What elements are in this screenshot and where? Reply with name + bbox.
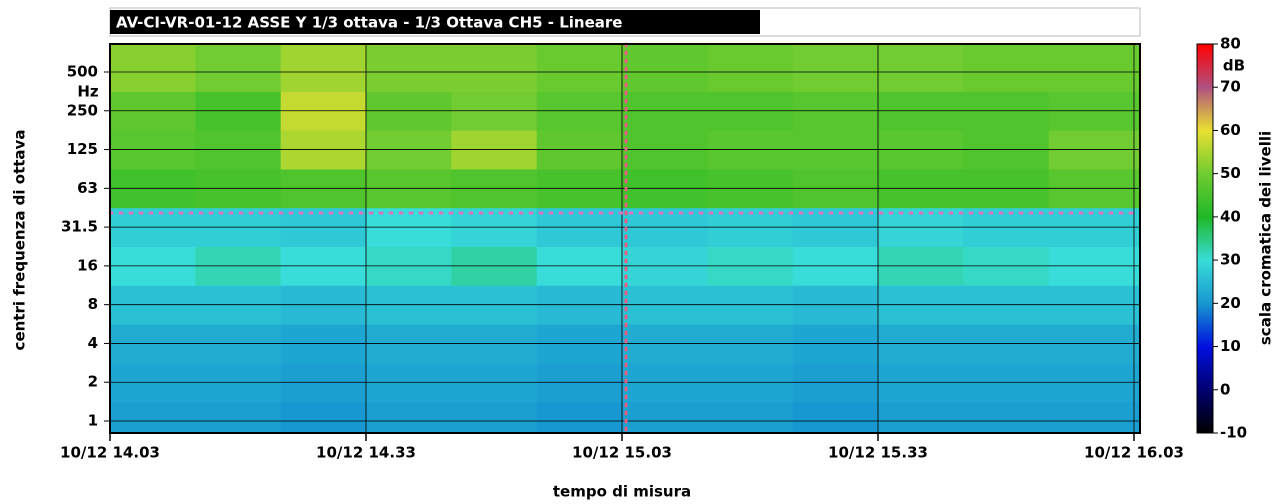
title-background bbox=[110, 10, 760, 34]
heatmap-cell bbox=[536, 401, 623, 434]
x-tick-label: 10/12 14.33 bbox=[316, 444, 416, 462]
heatmap-cell bbox=[536, 44, 623, 92]
colorbar-tick-label: -10 bbox=[1220, 424, 1247, 442]
y-tick-label: 8 bbox=[88, 295, 98, 313]
colorbar-tick-label: 40 bbox=[1220, 207, 1241, 225]
y-tick-label: 2 bbox=[88, 373, 98, 391]
colorbar-unit: dB bbox=[1223, 57, 1245, 75]
heatmap-cell bbox=[451, 401, 538, 434]
colorbar-tick-label: 70 bbox=[1220, 78, 1241, 96]
chart-title: AV-CI-VR-01-12 ASSE Y 1/3 ottava - 1/3 O… bbox=[116, 14, 622, 32]
heatmap-cell bbox=[110, 44, 196, 92]
colorbar bbox=[1196, 43, 1214, 434]
heatmap-cell bbox=[792, 401, 879, 434]
colorbar-tick-label: 60 bbox=[1220, 121, 1241, 139]
colorbar-tick-label: 20 bbox=[1220, 294, 1241, 312]
heatmap-cell bbox=[622, 401, 708, 434]
heatmap-cell bbox=[110, 401, 196, 434]
heatmap-cell bbox=[707, 44, 794, 92]
heatmap-cell bbox=[963, 44, 1050, 92]
heatmap-cell bbox=[280, 401, 367, 434]
colorbar-tick-label: 0 bbox=[1220, 380, 1230, 398]
colorbar-tick-label: 50 bbox=[1220, 164, 1241, 182]
y-axis-label: centri frequenza di ottava bbox=[11, 130, 29, 351]
y-tick-label: 31.5 bbox=[61, 218, 98, 236]
heatmap-cell bbox=[1048, 401, 1141, 434]
heatmap-cell bbox=[878, 401, 964, 434]
y-tick-label: 4 bbox=[88, 334, 98, 352]
x-axis-label: tempo di misura bbox=[553, 483, 691, 501]
heatmap-cell bbox=[366, 401, 452, 434]
y-tick-label: 1 bbox=[88, 412, 98, 430]
y-tick-label: 63 bbox=[77, 179, 98, 197]
colorbar-tick-label: 80 bbox=[1220, 35, 1241, 53]
y-tick-label: 16 bbox=[77, 256, 98, 274]
heatmap-cell bbox=[963, 401, 1050, 434]
x-tick-label: 10/12 14.03 bbox=[60, 444, 160, 462]
heatmap-cell bbox=[792, 44, 879, 92]
y-tick-label: 125 bbox=[67, 140, 98, 158]
heatmap-cell bbox=[451, 44, 538, 92]
y-unit: Hz bbox=[77, 83, 99, 101]
heatmap-cell bbox=[366, 44, 452, 92]
plot-frame bbox=[109, 43, 1141, 434]
y-tick-label: 250 bbox=[67, 101, 98, 119]
colorbar-tick-label: 30 bbox=[1220, 251, 1241, 269]
x-tick-label: 10/12 16.03 bbox=[1084, 444, 1184, 462]
heatmap-cell bbox=[1048, 44, 1141, 92]
colorbar-tick-label: 10 bbox=[1220, 337, 1241, 355]
x-tick-label: 10/12 15.33 bbox=[828, 444, 928, 462]
colorbar-label: scala cromatica dei livelli bbox=[1257, 131, 1275, 345]
y-tick-label: 500 bbox=[67, 63, 98, 81]
heatmap-cell bbox=[195, 401, 282, 434]
x-tick-label: 10/12 15.03 bbox=[572, 444, 672, 462]
heatmap-cell bbox=[707, 401, 794, 434]
heatmap-cell bbox=[622, 44, 708, 92]
heatmap-cell bbox=[195, 44, 282, 92]
heatmap-cell bbox=[280, 44, 367, 92]
heatmap-cell bbox=[878, 44, 964, 92]
